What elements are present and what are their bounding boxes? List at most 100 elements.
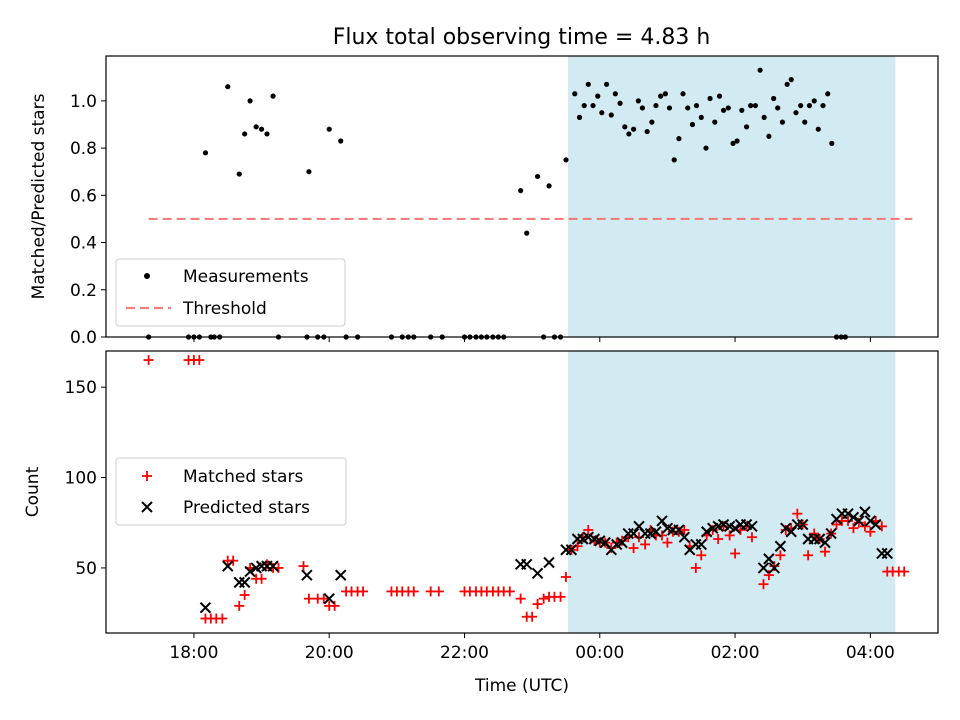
matched-stars-point [696, 550, 707, 561]
measurement-point [338, 138, 344, 144]
predicted-stars-point [859, 506, 871, 518]
matched-stars-point [560, 571, 571, 582]
count-panel-frame [105, 350, 939, 634]
y-tick-label: 0.4 [70, 234, 97, 254]
matched-stars-point [724, 530, 735, 541]
matched-stars-point [713, 534, 724, 544]
predicted-stars-point [763, 553, 775, 565]
predicted-stars-point [813, 533, 826, 545]
matched-stars-point [617, 535, 628, 546]
predicted-stars-point [825, 527, 837, 540]
y-tick-label: 0.2 [70, 281, 97, 301]
matched-stars-point [532, 599, 543, 610]
measurement-point [524, 230, 530, 236]
measurement-point [603, 81, 610, 87]
matched-stars-point [298, 561, 309, 572]
measurement-point [685, 105, 691, 111]
x-tick-label: 00:00 [575, 643, 624, 663]
measurement-point [225, 84, 231, 90]
measurement-point [806, 102, 813, 109]
matched-stars-point [358, 586, 369, 597]
measurement-point [748, 102, 754, 109]
predicted-stars-point [864, 515, 877, 527]
measurement-point [784, 81, 790, 87]
matched-stars-point [809, 528, 820, 539]
measurement-point [680, 91, 686, 97]
matched-stars-point [865, 526, 876, 537]
measurement-point [761, 114, 767, 120]
predicted-stars-point [842, 507, 854, 520]
count-y-axis-label: Count [23, 466, 43, 517]
predicted-stars-point [650, 526, 662, 538]
y-tick-label: 0.6 [70, 186, 97, 206]
measurement-points [146, 67, 848, 340]
matched-stars-point [303, 593, 314, 604]
predicted-stars-point [244, 565, 256, 578]
measurement-point [599, 110, 605, 116]
matched-stars-point [679, 524, 690, 535]
matched-stars-point [527, 611, 538, 622]
ratio-y-axis-label: Matched/Predicted stars [29, 93, 49, 299]
measurement-point [788, 77, 794, 83]
measurement-point [693, 102, 700, 109]
predicted-stars-point [729, 522, 741, 534]
matched-stars-point [853, 517, 864, 528]
measurement-point [662, 91, 669, 97]
chart-title: Flux total observing time = 4.83 h [333, 25, 711, 50]
matched-stars-point [758, 579, 769, 590]
measurement-point [734, 138, 740, 144]
predicted-stars-point [565, 544, 578, 556]
measurement-point [639, 105, 646, 111]
measurement-point [703, 145, 709, 151]
predicted-stars-point [780, 522, 792, 534]
measurement-point [671, 157, 677, 163]
predicted-stars-point [222, 560, 234, 572]
predicted-stars-legend-marker [141, 501, 153, 513]
predicted-stars-point [757, 562, 770, 574]
predicted-stars-point [870, 518, 882, 531]
measurement-point [649, 119, 655, 125]
matched-stars-point [690, 562, 701, 573]
matched-stars-point [143, 355, 154, 366]
matched-stars-point [859, 521, 870, 532]
y-tick-label: 100 [65, 469, 97, 489]
matched-stars-point [504, 586, 515, 597]
matched-stars-point [433, 586, 444, 597]
matched-stars-point [555, 591, 566, 602]
ratio-panel-frame [105, 55, 939, 338]
x-tick-label: 20:00 [305, 643, 354, 663]
measurement-point [258, 126, 265, 132]
measurement-point [631, 126, 637, 132]
measurement-point [326, 126, 332, 132]
matched-stars-point [775, 550, 786, 561]
measurement-point [825, 91, 831, 97]
x-tick-label: 02:00 [711, 643, 760, 663]
matched-stars-point [848, 523, 859, 534]
measurement-point [658, 93, 664, 99]
count-legend-box [115, 457, 347, 526]
measurement-point [590, 102, 596, 109]
measurement-point [766, 133, 772, 139]
measurement-point [585, 81, 591, 87]
predicted-stars-point [323, 592, 335, 605]
count-legend: Matched stars Predicted stars [115, 457, 347, 526]
y-tick-label: 0.0 [70, 328, 97, 348]
predicted-stars-point [673, 524, 685, 536]
ratio-panel: 0.0 0.2 0.4 0.6 0.8 1.0 Matched/Predicted sta… [29, 55, 939, 348]
count-axis-ticks: 18:00 20:00 22:00 00:00 02:00 04:00 50 100 150 [65, 378, 895, 663]
predicted-stars-point [531, 567, 544, 580]
matched-stars-legend-label: Matched stars [183, 467, 303, 487]
matched-stars-point [763, 570, 774, 581]
matched-stars-point [217, 613, 228, 624]
matched-stars-point [318, 593, 329, 604]
measurement-point [306, 169, 312, 175]
measurement-point [743, 124, 750, 130]
x-tick-label: 04:00 [846, 643, 895, 663]
matched-stars-point [583, 524, 594, 535]
count-points [143, 355, 910, 624]
observing-window-span [567, 351, 896, 633]
measurements-legend-label: Measurements [183, 267, 309, 287]
measurement-point [720, 107, 727, 113]
measurement-point [270, 93, 276, 99]
